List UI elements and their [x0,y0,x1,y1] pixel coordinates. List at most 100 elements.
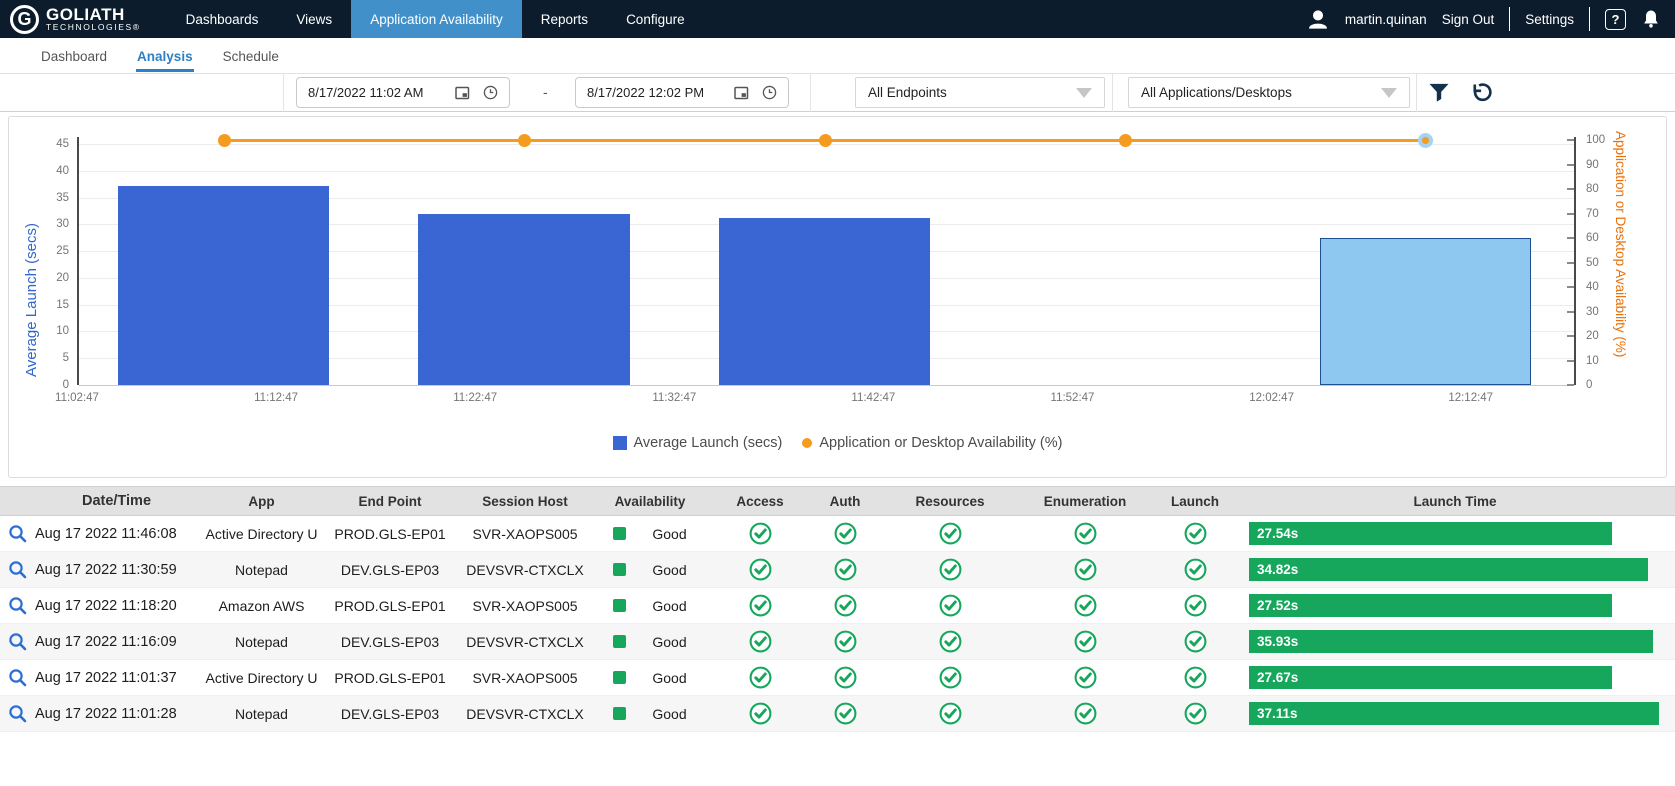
start-datetime-input[interactable]: 8/17/2022 11:02 AM [296,77,510,108]
column-header-enumeration[interactable]: Enumeration [1043,493,1127,509]
cell-access-check-icon [705,557,815,582]
filter-divider [810,74,811,112]
applications-dropdown[interactable]: All Applications/Desktops [1128,77,1410,108]
cell-session-host: SVR-XAOPS005 [472,597,578,614]
endpoints-dropdown[interactable]: All Endpoints [855,77,1105,108]
column-header-launch[interactable]: Launch [1170,493,1219,509]
gridline [79,197,1574,199]
column-header-launch-time[interactable]: Launch Time [1413,493,1497,509]
cell-availability: Good [595,706,705,722]
cell-launch-time: 34.82s [1245,558,1675,581]
column-header-resources[interactable]: Resources [915,493,985,509]
availability-point[interactable] [217,133,231,147]
left-axis-tick-label: 15 [56,298,69,311]
nav-item-views[interactable]: Views [296,11,333,27]
cell-app: Notepad [235,561,288,578]
legend-circle-swatch [802,438,813,448]
row-detail-search-icon[interactable] [0,668,35,687]
cell-launch-time: 37.11s [1245,702,1675,725]
chart-plot-area[interactable] [77,132,1574,386]
end-datetime-input[interactable]: 8/17/2022 12:02 PM [575,77,789,108]
x-axis-tick-label: 12:12:47 [1448,392,1494,404]
right-axis-tick [1567,163,1574,166]
chart-bar[interactable] [418,214,630,385]
table-row[interactable]: Aug 17 2022 11:01:37 Active Directory U PR… [0,660,1675,696]
cell-endpoint: PROD.GLS-EP01 [334,669,446,686]
chart-bar[interactable] [117,185,330,385]
username: martin.quinan [1344,11,1427,27]
sign-out-button[interactable]: Sign Out [1441,11,1495,27]
table-row[interactable]: Aug 17 2022 11:30:59 Notepad DEV.GLS-EP03 D… [0,552,1675,588]
top-nav: G GOLIATH TECHNOLOGIES® Dashboards Views A… [0,0,1675,38]
right-axis-tick-label: 30 [1586,305,1599,318]
right-axis-tick [1567,139,1574,142]
nav-item-application-availability[interactable]: Application Availability [351,0,522,38]
table-row[interactable]: Aug 17 2022 11:01:28 Notepad DEV.GLS-EP03 D… [0,696,1675,732]
cell-datetime: Aug 17 2022 11:01:37 [35,669,177,686]
table-row[interactable]: Aug 17 2022 11:18:20 Amazon AWS PROD.GLS-E… [0,588,1675,624]
left-axis-tick-label: 30 [56,218,69,231]
cell-app: Active Directory U [205,525,318,542]
help-icon[interactable]: ? [1605,8,1626,30]
table-row[interactable]: Aug 17 2022 11:16:09 Notepad DEV.GLS-EP03 D… [0,624,1675,660]
cell-availability: Good [595,562,705,578]
row-detail-search-icon[interactable] [0,632,35,651]
tab-dashboard[interactable]: Dashboard [41,48,108,64]
chart-bar-highlighted[interactable] [1319,237,1532,385]
table-row[interactable]: Aug 17 2022 11:46:08 Active Directory U PR… [0,516,1675,552]
column-header-availability[interactable]: Availability [614,493,686,509]
cell-auth-check-icon [815,629,875,654]
right-axis-tick-label: 70 [1586,207,1599,220]
cell-session-host: DEVSVR-CTXCLX [466,633,584,650]
cell-auth-check-icon [815,557,875,582]
clock-icon[interactable] [483,85,498,100]
right-axis-tick [1567,359,1574,362]
x-axis-tick-label: 11:32:47 [652,392,697,404]
main-nav: Dashboards Views Application Availability R… [167,0,704,38]
filter-divider [283,74,284,112]
brand-name: GOLIATH [46,4,125,24]
cell-access-check-icon [705,521,815,546]
column-header-end-point[interactable]: End Point [358,493,422,509]
calendar-icon[interactable] [734,86,749,100]
availability-point-selected[interactable] [1417,132,1433,148]
column-header-auth[interactable]: Auth [829,493,861,509]
tab-schedule[interactable]: Schedule [222,48,279,64]
right-axis-tick-label: 20 [1586,330,1599,343]
availability-point[interactable] [518,133,531,147]
chart-bar[interactable] [718,217,931,385]
clock-icon[interactable] [762,85,777,100]
cell-launch-time: 35.93s [1245,630,1675,653]
goliath-logo-mark: G [10,4,39,34]
filter-icon[interactable] [1428,82,1450,109]
availability-status-text: Good [652,633,687,650]
row-detail-search-icon[interactable] [0,560,35,579]
nav-item-configure[interactable]: Configure [626,11,685,27]
row-detail-search-icon[interactable] [0,704,35,723]
availability-point[interactable] [818,133,832,147]
cell-datetime: Aug 17 2022 11:46:08 [35,525,177,542]
x-axis-tick-label: 11:02:47 [55,392,99,404]
results-table: Aug 17 2022 11:46:08 Active Directory U PR… [0,516,1675,732]
cell-resources-check-icon [875,701,1025,726]
row-detail-search-icon[interactable] [0,524,35,543]
tab-analysis[interactable]: Analysis [136,40,194,72]
nav-item-dashboards[interactable]: Dashboards [185,11,259,27]
column-header-app[interactable]: App [248,493,275,509]
reset-refresh-icon[interactable] [1468,81,1492,110]
availability-point[interactable] [1119,133,1132,147]
notifications-bell-icon[interactable] [1641,8,1661,30]
nav-item-reports[interactable]: Reports [540,11,589,27]
cell-resources-check-icon [875,557,1025,582]
legend-square-swatch [612,436,627,450]
row-detail-search-icon[interactable] [0,596,35,615]
x-axis-tick-label: 11:12:47 [254,392,299,404]
column-header-access[interactable]: Access [736,493,784,509]
column-header-session-host[interactable]: Session Host [482,493,568,509]
section-gap [0,478,1675,486]
launch-time-bar: 34.82s [1249,558,1648,581]
left-axis-tick-label: 5 [62,352,69,365]
column-header-date-time[interactable]: Date/Time [81,493,152,509]
calendar-icon[interactable] [455,86,470,100]
settings-button[interactable]: Settings [1525,11,1574,27]
